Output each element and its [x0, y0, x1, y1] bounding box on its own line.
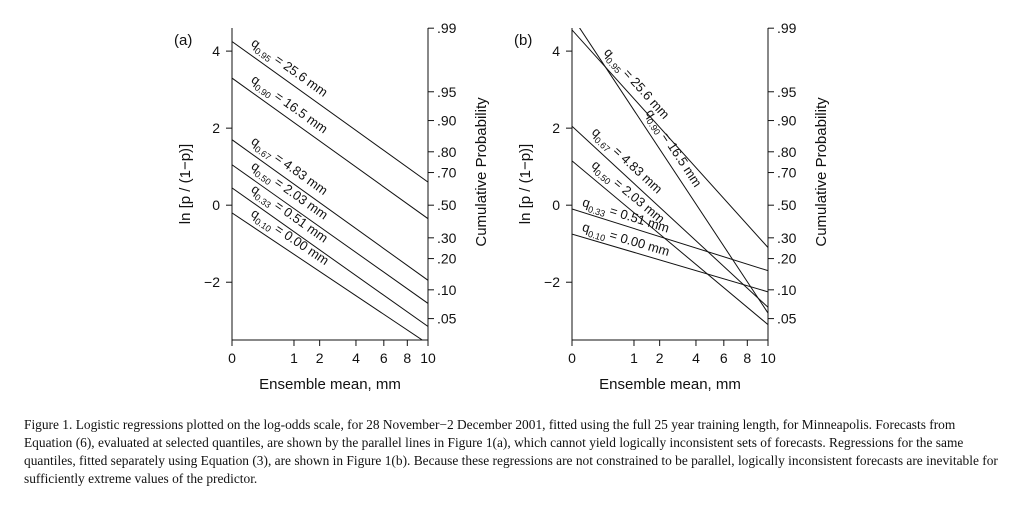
y2-axis-title: Cumulative Probability [473, 97, 490, 247]
quantile-line-q090 [232, 77, 428, 220]
quantile-line-q010 [572, 233, 768, 293]
y2-tick-label: .99 [437, 20, 457, 36]
y-tick-label: 0 [552, 197, 560, 213]
chart-panel-a: 0 1 2 4 6 8 10 4 2 0 −2 .99 .95 .90 .80 .70 .50 .30 .20 .10… [174, 20, 490, 393]
figure-caption: Figure 1. Logistic regressions plotted o… [24, 417, 998, 486]
quantile-line-q067 [572, 125, 768, 308]
quantile-line-q033 [232, 187, 428, 327]
x-tick-label: 10 [420, 350, 436, 366]
y2-tick-label: .05 [777, 311, 797, 327]
quantile-line-q095 [232, 41, 428, 183]
x-tick-label: 8 [403, 350, 411, 366]
x-tick-label: 10 [760, 350, 776, 366]
quantile-symbol: q [581, 194, 592, 210]
y-tick-label: −2 [204, 274, 220, 290]
y2-tick-label: .70 [437, 165, 457, 181]
quantile-line-q090 [579, 28, 768, 314]
y-axis-title: ln [p / (1−p)] [177, 144, 194, 224]
y2-tick-label: .20 [437, 251, 457, 267]
quantile-line-q010 [232, 212, 424, 340]
y2-tick-label: .80 [777, 144, 797, 160]
chart-panel-b: 0 1 2 4 6 8 10 4 2 0 −2 .99 .95 .90 .80 .70 .50 .30 .20 .10… [514, 20, 830, 393]
quantile-symbol: q [581, 219, 592, 235]
x-tick-label: 4 [692, 350, 700, 366]
x-tick-label: 4 [352, 350, 360, 366]
y2-tick-label: .90 [437, 113, 457, 129]
series-lines [572, 28, 768, 325]
y2-tick-label: .10 [777, 282, 797, 298]
x-tick-label: 2 [316, 350, 324, 366]
figure: 0 1 2 4 6 8 10420−2.99.95.90.80.70.50.30.20.10… [174, 20, 830, 393]
y2-tick-label: .95 [777, 84, 797, 100]
y2-tick-label: .30 [437, 230, 457, 246]
y2-tick-label: .90 [777, 113, 797, 129]
quantile-line-q050 [572, 160, 768, 325]
y2-axis-title: Cumulative Probability [813, 97, 830, 247]
x-tick-label: 1 [630, 350, 638, 366]
y2-tick-label: .30 [777, 230, 797, 246]
quantile-subscript: 0.10 [587, 229, 607, 244]
x-axis-title: Ensemble mean, mm [259, 376, 401, 393]
y-tick-label: 4 [552, 43, 560, 59]
x-tick-label: 0 [568, 350, 576, 366]
y2-tick-label: .50 [777, 197, 797, 213]
y-tick-label: −2 [544, 274, 560, 290]
quantile-label: q0.95 = 25.6 mm [599, 45, 673, 124]
y2-tick-label: .70 [777, 165, 797, 181]
panel-label: (b) [514, 32, 532, 49]
y2-tick-label: .80 [437, 144, 457, 160]
series-lines [232, 41, 428, 340]
quantile-line-q050 [232, 164, 428, 304]
y-tick-label: 4 [212, 43, 220, 59]
x-axis-title: Ensemble mean, mm [599, 376, 741, 393]
y-tick-label: 2 [552, 120, 560, 136]
y-tick-label: 2 [212, 120, 220, 136]
y2-tick-label: .99 [777, 20, 797, 36]
y-tick-label: 0 [212, 197, 220, 213]
quantile-line-q067 [232, 139, 428, 281]
y2-tick-label: .20 [777, 251, 797, 267]
y2-tick-label: .10 [437, 282, 457, 298]
quantile-subscript: 0.33 [587, 204, 607, 219]
panel-label: (a) [174, 32, 192, 49]
y2-tick-label: .05 [437, 311, 457, 327]
y2-tick-label: .50 [437, 197, 457, 213]
x-tick-label: 8 [743, 350, 751, 366]
x-tick-label: 1 [290, 350, 298, 366]
y-axis-title: ln [p / (1−p)] [517, 144, 534, 224]
x-tick-label: 6 [380, 350, 388, 366]
quantile-line-q033 [572, 208, 768, 272]
x-tick-label: 6 [720, 350, 728, 366]
x-tick-label: 2 [656, 350, 664, 366]
x-tick-label: 0 [228, 350, 236, 366]
y2-tick-label: .95 [437, 84, 457, 100]
